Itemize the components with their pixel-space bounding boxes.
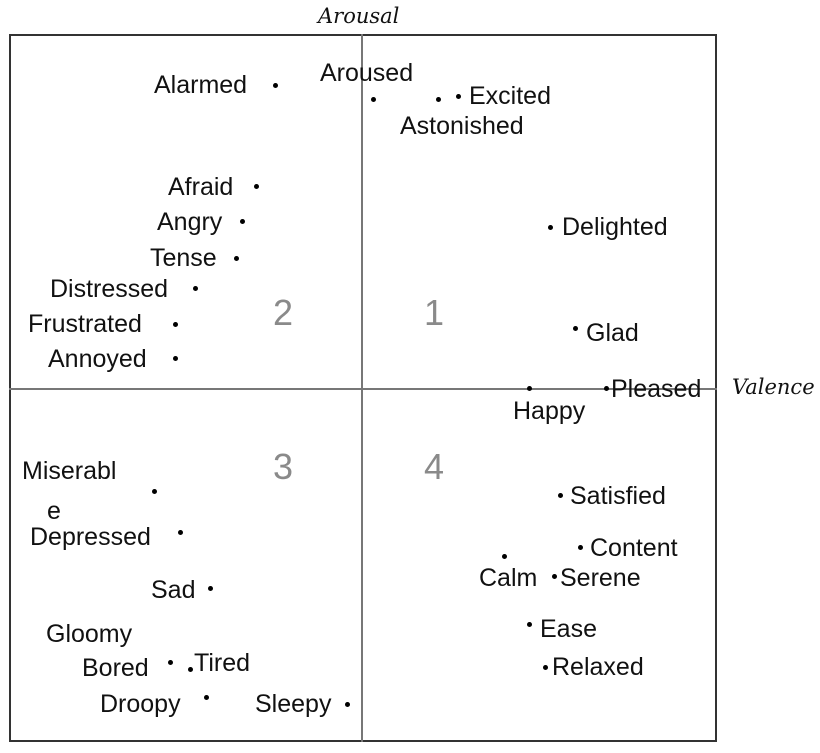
label-happy: Happy [513, 397, 586, 425]
dot-aroused [371, 97, 376, 102]
label-frustrated: Frustrated [28, 310, 142, 338]
quadrant-3-number: 3 [273, 446, 294, 487]
dot-content [578, 545, 583, 550]
dot-pleased [604, 386, 609, 391]
dot-alarmed [273, 83, 278, 88]
arousal-axis-title: Arousal [318, 4, 400, 28]
dot-bored [168, 660, 173, 665]
dot-sad [208, 586, 213, 591]
dot-delighted [548, 225, 553, 230]
dot-satisfied [558, 493, 563, 498]
label-afraid: Afraid [168, 173, 234, 201]
label-distressed: Distressed [50, 275, 169, 303]
label-alarmed: Alarmed [154, 71, 248, 99]
label-ease: Ease [540, 615, 597, 643]
dot-serene [552, 574, 557, 579]
dot-angry [240, 219, 245, 224]
label-serene: Serene [560, 564, 641, 592]
dot-ease [527, 622, 532, 627]
label-excited: Excited [469, 82, 551, 110]
label-sad: Sad [151, 576, 196, 604]
label-pleased: Pleased [611, 375, 702, 403]
label-content: Content [590, 534, 678, 562]
label-astonished: Astonished [400, 112, 524, 140]
label-aroused: Aroused [320, 59, 414, 87]
dot-miserable [152, 489, 157, 494]
dot-tense [234, 256, 239, 261]
label-miserable-continued: e [47, 497, 61, 525]
label-angry: Angry [157, 208, 223, 236]
label-miserable: Miserabl [22, 457, 117, 485]
label-tired: Tired [194, 649, 251, 677]
dot-frustrated [173, 322, 178, 327]
label-annoyed: Annoyed [48, 345, 147, 373]
dot-afraid [254, 184, 259, 189]
valence-axis-title: Valence [732, 375, 815, 399]
dot-astonished [436, 97, 441, 102]
label-gloomy: Gloomy [46, 620, 133, 648]
dot-tired [188, 667, 193, 672]
label-calm: Calm [479, 564, 538, 592]
label-satisfied: Satisfied [570, 482, 666, 510]
quadrant-4-number: 4 [424, 446, 445, 487]
label-bored: Bored [82, 654, 149, 682]
label-tense: Tense [150, 244, 217, 272]
dot-annoyed [173, 356, 178, 361]
dot-sleepy [345, 702, 350, 707]
dot-excited [456, 94, 461, 99]
dot-droopy [204, 695, 209, 700]
valence-axis-line [9, 388, 717, 390]
dot-calm [502, 554, 507, 559]
quadrant-2-number: 2 [273, 292, 294, 333]
label-depressed: Depressed [30, 523, 151, 551]
quadrant-1-number: 1 [424, 292, 445, 333]
dot-glad [573, 326, 578, 331]
dot-distressed [193, 286, 198, 291]
dot-depressed [178, 530, 183, 535]
label-delighted: Delighted [562, 213, 668, 241]
label-relaxed: Relaxed [552, 653, 644, 681]
dot-relaxed [543, 665, 548, 670]
label-sleepy: Sleepy [255, 690, 332, 718]
label-glad: Glad [586, 319, 639, 347]
dot-happy [527, 386, 532, 391]
label-droopy: Droopy [100, 690, 181, 718]
